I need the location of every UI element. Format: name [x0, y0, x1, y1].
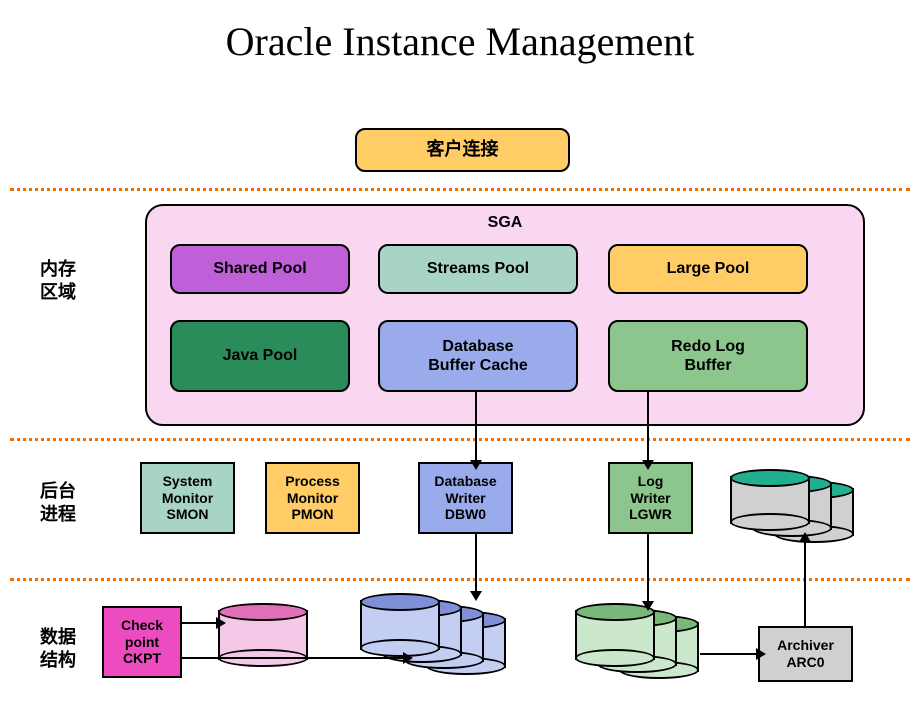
- client-connection-box: 客户连接: [355, 128, 570, 172]
- arrow-line-6: [700, 653, 758, 655]
- arrow-head-0: [470, 460, 482, 470]
- process-box-3: LogWriterLGWR: [608, 462, 693, 534]
- arrow-head-6: [756, 648, 766, 660]
- pink-cylinder-cyl-0: [218, 610, 308, 660]
- section-label-background: 后台进程: [40, 480, 76, 527]
- arrow-head-4: [216, 617, 226, 629]
- arrow-head-1: [470, 591, 482, 601]
- blue-cylinder-cyl-0: [360, 600, 440, 650]
- process-box-0: SystemMonitorSMON: [140, 462, 235, 534]
- process-box-2: DatabaseWriterDBW0: [418, 462, 513, 534]
- page-title: Oracle Instance Management: [0, 18, 920, 65]
- sga-container: SGA: [145, 204, 865, 426]
- sga-pool-0: Shared Pool: [170, 244, 350, 294]
- section-label-memory: 内存区域: [40, 258, 76, 305]
- ckpt-box: CheckpointCKPT: [102, 606, 182, 678]
- arrow-head-3: [642, 601, 654, 611]
- arrow-line-4: [182, 622, 218, 624]
- arrow-head-7: [799, 532, 811, 542]
- arrow-head-5: [403, 652, 413, 664]
- arrow-line-1: [475, 534, 477, 593]
- divider-1: [10, 438, 910, 441]
- sga-pool-4: DatabaseBuffer Cache: [378, 320, 578, 392]
- sga-pool-5: Redo LogBuffer: [608, 320, 808, 392]
- archiver-box: ArchiverARC0: [758, 626, 853, 682]
- process-box-1: ProcessMonitorPMON: [265, 462, 360, 534]
- arrow-line-7: [804, 540, 806, 626]
- divider-2: [10, 578, 910, 581]
- sga-pool-3: Java Pool: [170, 320, 350, 392]
- arrow-head-2: [642, 460, 654, 470]
- sga-label: SGA: [147, 214, 863, 232]
- teal-cylinder-cyl-0: [730, 476, 810, 524]
- sga-pool-2: Large Pool: [608, 244, 808, 294]
- sga-pool-1: Streams Pool: [378, 244, 578, 294]
- arrow-line-2: [647, 392, 649, 462]
- arrow-line-0: [475, 392, 477, 462]
- arrow-line-5: [182, 657, 405, 659]
- arrow-line-3: [647, 534, 649, 603]
- divider-0: [10, 188, 910, 191]
- green-cylinder-cyl-0: [575, 610, 655, 660]
- section-label-data: 数据结构: [40, 626, 76, 673]
